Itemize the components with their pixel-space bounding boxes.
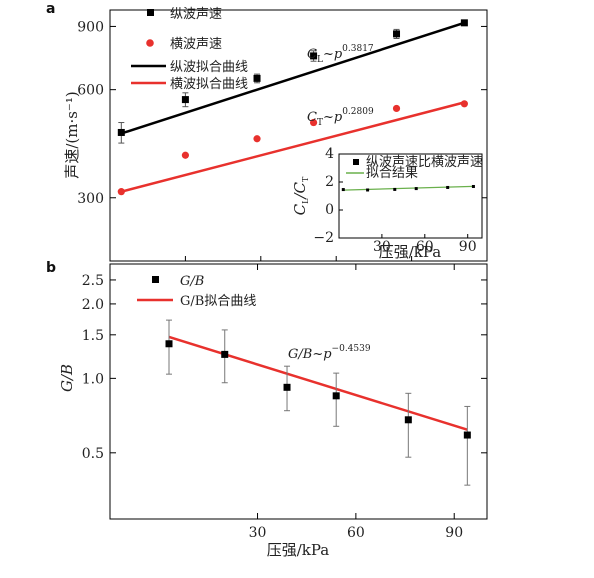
gb-point bbox=[283, 383, 291, 391]
annotation-cl: CL~p0.3817 bbox=[307, 44, 374, 65]
inset-y-tick-label: 0 bbox=[325, 202, 334, 218]
annotation-ct: CT~p0.2809 bbox=[307, 107, 374, 128]
longitudinal-point bbox=[117, 128, 125, 136]
legend-label-transverse-fit: 横波拟合曲线 bbox=[170, 77, 248, 92]
inset-ratio-point bbox=[366, 188, 370, 192]
inset-legend-label-ratio: 纵波声速比横波声速 bbox=[366, 155, 483, 170]
inset-legend: 纵波声速比横波声速 拟合结果 bbox=[346, 155, 483, 181]
panel-b-y-axis-label: G/B bbox=[58, 364, 76, 392]
panel-a-y-axis-label-text: 声速/(m·s⁻¹) bbox=[63, 91, 81, 178]
panel-b-y-tick-label: 2.5 bbox=[82, 273, 104, 289]
legend-label-longitudinal: 纵波声速 bbox=[170, 7, 222, 22]
panel-b-x-tick-label: 90 bbox=[445, 525, 463, 541]
inset-x-tick-label: 60 bbox=[416, 239, 434, 255]
legend-label-transverse: 横波声速 bbox=[170, 37, 222, 52]
longitudinal-point bbox=[393, 30, 401, 38]
transverse-point bbox=[253, 135, 261, 143]
inset-y-tick-label: 2 bbox=[325, 174, 334, 190]
inset-x-tick-label: 90 bbox=[459, 239, 477, 255]
longitudinal-point bbox=[181, 96, 189, 104]
panel-b-ticks: 0.5 1.0 1.5 2.0 2.5 30 60 90 bbox=[82, 264, 487, 541]
legend-marker-transverse bbox=[146, 39, 154, 47]
panel-a-y-tick-label: 900 bbox=[77, 19, 104, 35]
panel-b-x-axis-label: 压强/kPa bbox=[267, 541, 330, 559]
panel-a-letter: a bbox=[46, 1, 55, 17]
gb-point bbox=[463, 431, 471, 439]
inset-x-axis-label: 压强/kPa bbox=[379, 243, 442, 261]
inset-ratio-point bbox=[414, 187, 418, 191]
panel-a-y-axis-label: 声速/(m·s⁻¹) bbox=[63, 91, 81, 178]
longitudinal-point bbox=[310, 52, 318, 60]
transverse-point bbox=[460, 100, 468, 108]
transverse-point bbox=[181, 151, 189, 159]
gb-point bbox=[165, 340, 173, 348]
inset-y-axis-label: CL/CT bbox=[291, 176, 310, 215]
inset-legend-label-fit: 拟合结果 bbox=[366, 166, 418, 181]
panel-a-series bbox=[117, 19, 468, 196]
gb-point bbox=[404, 416, 412, 424]
inset-ratio-point bbox=[393, 187, 397, 191]
inset-series bbox=[341, 184, 475, 192]
panel-a-frame bbox=[109, 9, 488, 262]
longitudinal-point bbox=[460, 19, 468, 27]
legend-label-gb: G/B bbox=[180, 274, 204, 289]
inset-legend-marker-ratio bbox=[353, 159, 359, 165]
panel-b-y-tick-label: 0.5 bbox=[82, 446, 104, 462]
annotation-gb: G/B~p−0.4539 bbox=[288, 344, 371, 362]
transverse-point bbox=[309, 118, 318, 127]
legend-label-longitudinal-fit: 纵波拟合曲线 bbox=[170, 60, 248, 75]
inset-ratio-point bbox=[341, 188, 345, 192]
transverse-point bbox=[117, 188, 125, 196]
gb-fit-line bbox=[168, 335, 468, 431]
gb-point bbox=[221, 350, 229, 358]
panel-b-x-tick-label: 60 bbox=[347, 525, 365, 541]
inset-ratio-point bbox=[471, 184, 475, 188]
transverse-fit-line bbox=[120, 101, 465, 193]
inset-fit-line bbox=[343, 185, 474, 191]
legend-label-gb-fit: G/B拟合曲线 bbox=[180, 294, 256, 309]
inset-y-tick-label: 4 bbox=[325, 146, 334, 162]
inset-x-tick-label: 30 bbox=[373, 239, 391, 255]
panel-b-frame bbox=[109, 263, 488, 520]
panel-b-legend: G/B G/B拟合曲线 bbox=[137, 274, 256, 309]
legend-marker-gb bbox=[152, 276, 159, 283]
panel-b-y-tick-label: 2.0 bbox=[82, 297, 104, 313]
panel-a-y-tick-label: 600 bbox=[77, 83, 104, 99]
panel-a-legend: 纵波声速 横波声速 纵波拟合曲线 横波拟合曲线 bbox=[131, 7, 248, 92]
panel-b-y-tick-label: 1.5 bbox=[82, 328, 104, 344]
longitudinal-fit-line bbox=[120, 21, 465, 135]
transverse-point bbox=[392, 104, 401, 113]
longitudinal-point bbox=[253, 74, 261, 82]
inset-chart: −2 0 2 4 30 60 90 CL/CT 压强/kPa 纵波声速比横波声速 拟合结果 bbox=[291, 146, 483, 261]
panel-b-letter: b bbox=[46, 260, 56, 276]
inset-ticks: −2 0 2 4 30 60 90 bbox=[313, 146, 476, 255]
inset-frame bbox=[338, 153, 483, 239]
panel-b-chart: 0.5 1.0 1.5 2.0 2.5 30 60 90 G/B 压强/kPa G/B~p−0… bbox=[58, 263, 488, 559]
inset-ratio-point bbox=[446, 185, 450, 189]
panel-a-y-tick-label: 300 bbox=[77, 191, 104, 207]
panel-b-y-tick-label: 1.0 bbox=[82, 371, 104, 387]
gb-point bbox=[332, 392, 340, 400]
legend-marker-longitudinal bbox=[147, 9, 154, 16]
inset-y-tick-label: −2 bbox=[313, 230, 334, 246]
panel-b-x-tick-label: 30 bbox=[249, 525, 267, 541]
panel-b-series bbox=[165, 319, 471, 486]
